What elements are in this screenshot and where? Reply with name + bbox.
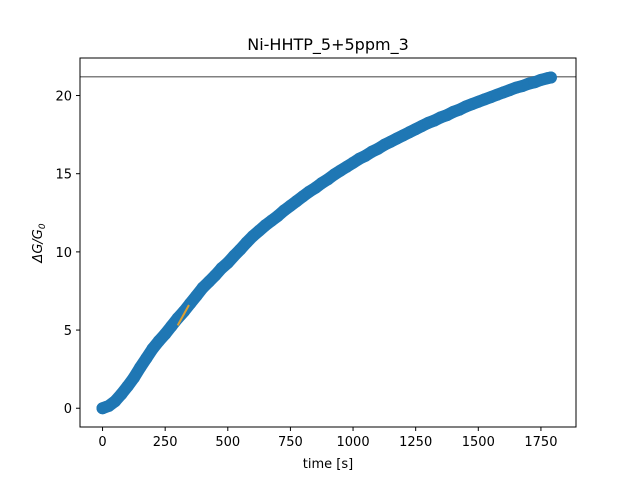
y-tick-label: 15 bbox=[55, 168, 72, 183]
x-tick-label: 1750 bbox=[524, 435, 557, 450]
y-axis: 0 5 10 15 20 bbox=[55, 90, 80, 417]
y-axis-label: ΔG/G0 bbox=[31, 223, 48, 263]
x-tick-label: 750 bbox=[278, 435, 303, 450]
data-point bbox=[544, 71, 557, 84]
x-axis-label: time [s] bbox=[303, 457, 353, 472]
y-tick-label: 20 bbox=[55, 90, 72, 105]
x-axis: 0 250 500 750 1000 1250 1500 1750 bbox=[98, 427, 557, 450]
fit-line bbox=[176, 304, 190, 326]
x-tick-label: 250 bbox=[153, 435, 178, 450]
data-point bbox=[127, 371, 140, 384]
chart-title: Ni-HHTP_5+5ppm_3 bbox=[247, 35, 409, 55]
axes-frame bbox=[79, 57, 577, 428]
x-tick-label: 1250 bbox=[399, 435, 432, 450]
x-tick-label: 0 bbox=[98, 435, 106, 450]
data-point bbox=[140, 352, 153, 365]
y-axis-label-subscript: 0 bbox=[38, 223, 48, 229]
y-tick-label: 5 bbox=[64, 324, 72, 339]
data-point bbox=[121, 380, 134, 393]
y-axis-label-main: ΔG/G bbox=[31, 229, 46, 263]
x-tick-label: 1000 bbox=[337, 435, 370, 450]
y-tick-label: 0 bbox=[64, 402, 72, 417]
y-tick-label: 10 bbox=[55, 246, 72, 261]
data-point bbox=[134, 361, 147, 374]
x-tick-label: 500 bbox=[215, 435, 240, 450]
x-tick-label: 1500 bbox=[462, 435, 495, 450]
plot-area bbox=[80, 71, 576, 415]
